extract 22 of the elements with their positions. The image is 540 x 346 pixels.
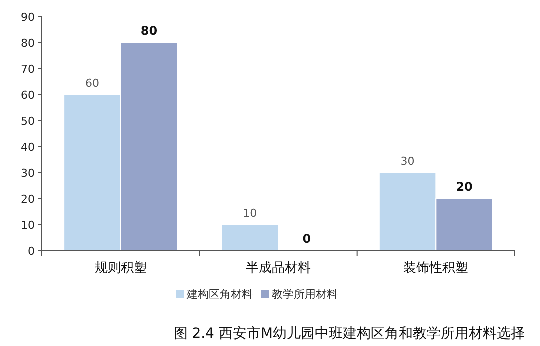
data-label: 20 [456,180,473,194]
data-label: 10 [243,207,258,220]
data-label: 0 [302,232,312,246]
legend-label: 建构区角材料 [186,288,253,301]
y-tick-label: 50 [21,115,35,128]
legend-label: 教学所用材料 [272,288,338,301]
caption: 图 2.4 西安市M幼儿园中班建构区角和教学所用材料选择 [174,326,525,342]
y-tick-label: 80 [21,37,35,50]
x-tick-label: 装饰性积塑 [404,260,469,276]
y-tick-label: 40 [21,141,35,154]
y-tick-label: 70 [21,63,35,76]
y-tick-label: 10 [21,219,35,232]
y-tick-label: 20 [21,193,35,206]
data-label: 80 [140,24,158,38]
data-label: 60 [85,77,100,90]
y-tick-label: 90 [21,11,35,24]
y-tick-label: 60 [21,89,35,102]
y-tick-label: 0 [28,245,35,258]
y-tick-label: 30 [21,167,35,180]
x-tick-label: 规则积塑 [94,260,147,276]
x-tick-label: 半成品材料 [246,261,311,276]
data-label: 30 [400,155,415,168]
